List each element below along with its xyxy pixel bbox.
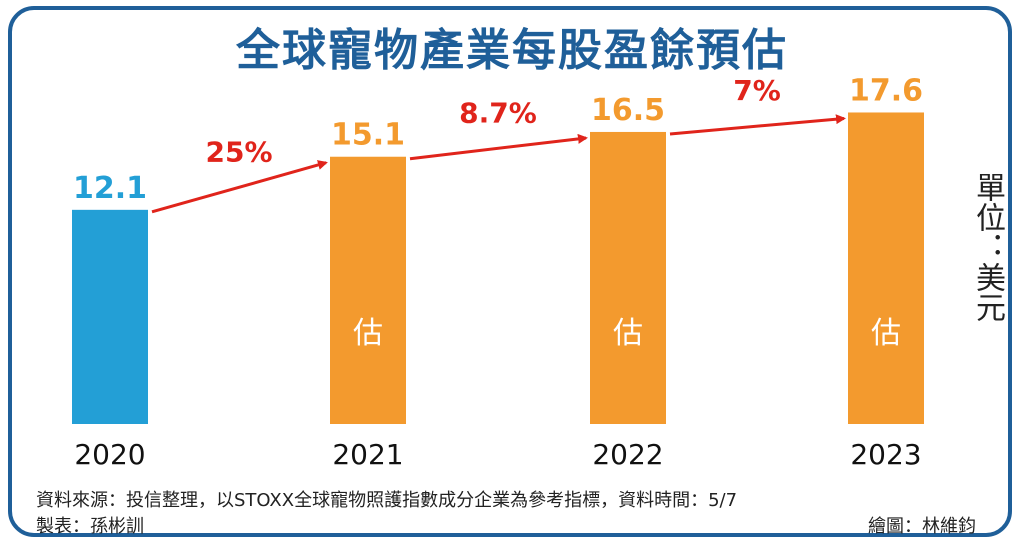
- growth-label-3: 7%: [733, 74, 781, 107]
- maker-credit: 製表：孫彬訓: [36, 516, 144, 537]
- growth-arrow-1: [151, 160, 328, 214]
- value-label-2022: 16.5: [591, 93, 665, 128]
- estimate-label-2023: 估: [871, 316, 901, 351]
- bar-2020: [72, 209, 148, 424]
- category-label-2023: 2023: [850, 438, 921, 471]
- source-note: 資料來源：投信整理，以STOXX全球寵物照護指數成分企業為參考指標，資料時間：5…: [36, 490, 738, 511]
- growth-label-1: 25%: [205, 135, 272, 168]
- category-label-2022: 2022: [592, 438, 663, 471]
- bar-2023: [848, 112, 924, 424]
- estimate-label-2022: 估: [613, 316, 643, 351]
- growth-arrow-3: [669, 114, 846, 136]
- chart-title: 全球寵物產業每股盈餘預估: [236, 25, 788, 76]
- unit-label: 單位：美元: [970, 172, 1005, 322]
- growth-arrow-2: [409, 133, 588, 161]
- value-label-2021: 15.1: [331, 118, 405, 153]
- value-label-2020: 12.1: [73, 171, 147, 206]
- value-label-2023: 17.6: [849, 73, 923, 108]
- category-label-2020: 2020: [74, 438, 145, 471]
- growth-label-2: 8.7%: [459, 96, 537, 129]
- bar-2021: [330, 156, 406, 425]
- bar-2022: [590, 131, 666, 424]
- category-label-2021: 2021: [332, 438, 403, 471]
- artist-credit: 繪圖：林維鈞: [868, 516, 976, 537]
- estimate-label-2021: 估: [353, 316, 383, 351]
- chart-frame: [8, 6, 1012, 537]
